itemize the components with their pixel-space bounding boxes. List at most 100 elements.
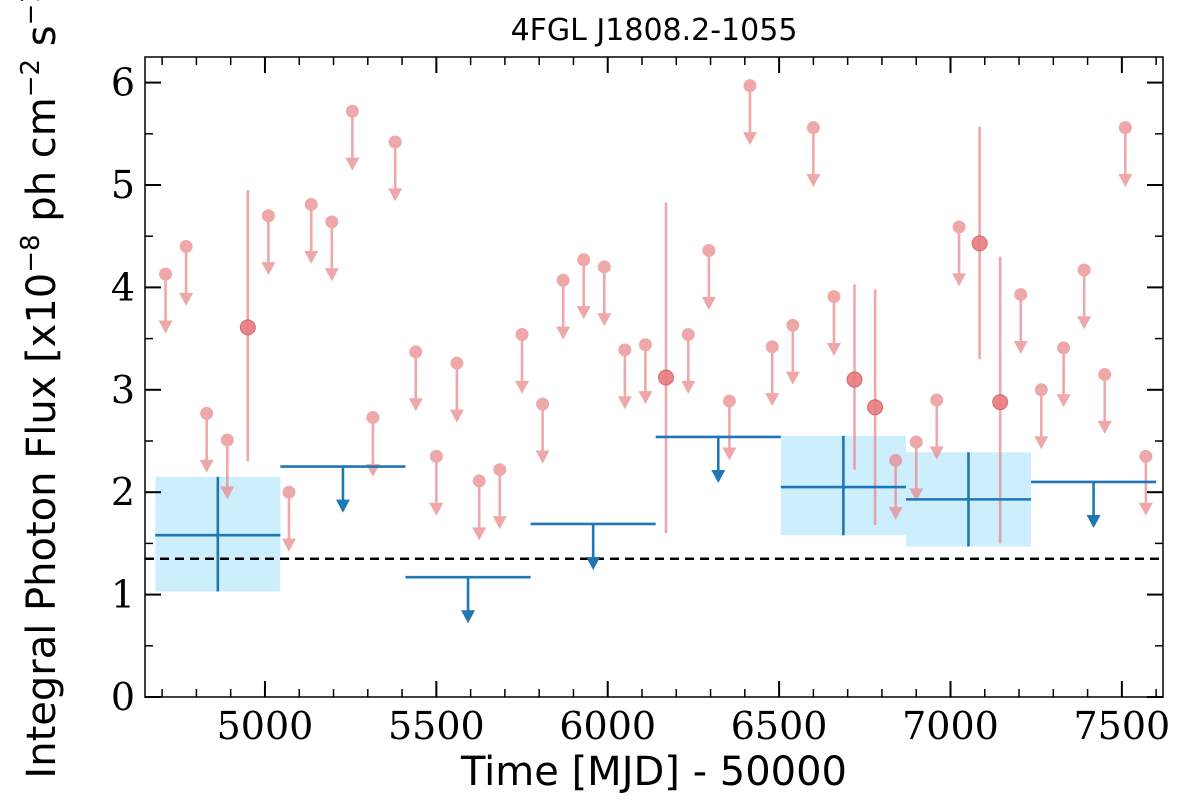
short-bin-arrow-head <box>1138 502 1153 516</box>
short-bin-upper-limit-17 <box>535 397 550 464</box>
short-bin-arrow-head <box>281 538 296 552</box>
short-bin-upper-limit-40 <box>1118 121 1133 188</box>
short-bin-arrow-head <box>1118 174 1133 188</box>
short-bin-detection-marker <box>657 369 674 386</box>
short-bin-marker <box>345 104 359 118</box>
long-bin-arrow-head <box>1086 515 1101 529</box>
short-bin-detection-marker <box>971 235 988 252</box>
short-bin-upper-limit-10 <box>388 135 403 202</box>
y-label-exp-3: −1 <box>16 0 46 25</box>
short-bin-upper-limit-37 <box>1056 341 1071 408</box>
short-bin-detection-marker <box>239 319 256 336</box>
short-bin-arrow-head <box>472 527 487 541</box>
short-bin-marker <box>1057 341 1071 355</box>
short-bin-marker <box>1077 263 1091 277</box>
long-bin-arrow-head <box>335 499 350 513</box>
short-bin-arrow-head <box>429 502 444 516</box>
short-bin-upper-limit-31 <box>888 453 903 520</box>
short-bin-upper-limit-34 <box>952 220 967 287</box>
short-bin-upper-limit-5 <box>281 485 296 552</box>
short-bin-marker <box>638 338 652 352</box>
short-bin-arrow-head <box>765 393 780 407</box>
short-bin-marker <box>597 260 611 274</box>
long-bin-upper-limit-0 <box>280 465 406 513</box>
short-bin-arrow-head <box>220 486 235 500</box>
short-bin-detection-3 <box>867 289 884 525</box>
short-bin-marker <box>472 474 486 488</box>
short-bin-marker <box>179 239 193 253</box>
short-bin-marker <box>282 485 296 499</box>
short-bin-arrow-head <box>1034 436 1049 450</box>
short-bin-upper-limit-8 <box>345 104 360 171</box>
short-bin-arrow-head <box>806 174 821 188</box>
short-bin-arrow-head <box>952 273 967 287</box>
short-bin-detection-marker <box>846 371 863 388</box>
long-bin-detection-1 <box>780 435 906 536</box>
short-bin-marker <box>1118 121 1132 135</box>
short-bin-upper-limit-36 <box>1034 383 1049 450</box>
short-bin-marker <box>827 290 841 304</box>
short-bin-arrow-head <box>261 262 276 276</box>
short-bin-marker <box>1014 288 1028 302</box>
short-bin-upper-limit-7 <box>324 215 339 282</box>
short-bin-arrow-head <box>179 292 194 306</box>
x-tick-label-5: 7500 <box>1074 704 1171 748</box>
short-bin-marker <box>930 393 944 407</box>
short-bin-upper-limit-29 <box>806 121 821 188</box>
short-bin-arrow-head <box>535 450 550 464</box>
long-bin-upper-limit-3 <box>655 435 781 483</box>
long-bin-detection-2 <box>905 452 1032 547</box>
short-bin-detection-5 <box>992 256 1009 544</box>
short-bin-marker <box>681 328 695 342</box>
y-tick-label-3: 3 <box>111 368 135 412</box>
short-bin-arrow-head <box>324 268 339 282</box>
short-bin-marker <box>325 215 339 229</box>
short-bin-arrow-head <box>826 343 841 357</box>
x-tick-label-1: 5500 <box>388 704 485 748</box>
y-label-part-3: s <box>19 25 65 59</box>
short-bin-upper-limit-25 <box>722 394 737 461</box>
short-bin-upper-limit-20 <box>597 260 612 327</box>
short-bin-marker <box>388 135 402 149</box>
chart-title: 4FGL J1808.2-1055 <box>511 13 798 48</box>
short-bin-upper-limit-16 <box>515 328 530 394</box>
short-bin-arrow-head <box>388 188 403 202</box>
short-bin-marker <box>450 356 464 370</box>
x-axis-label: Time [MJD] - 50000 <box>460 749 847 795</box>
plot-frame <box>144 56 1164 698</box>
short-bin-marker <box>493 463 507 477</box>
short-bin-marker <box>952 220 966 234</box>
short-bin-arrow-head <box>492 516 507 530</box>
x-tick-label-3: 6500 <box>731 704 828 748</box>
short-bin-marker <box>618 343 632 357</box>
short-bin-upper-limit-38 <box>1077 263 1092 330</box>
short-bin-upper-limit-39 <box>1097 367 1112 434</box>
short-bin-upper-limit-14 <box>472 474 487 541</box>
short-bin-arrow-head <box>1077 316 1092 330</box>
short-bin-upper-limit-0 <box>158 267 173 334</box>
short-bin-marker <box>765 340 779 354</box>
short-bin-detection-1 <box>657 202 674 534</box>
short-bin-marker <box>429 449 443 463</box>
y-label-part-1: Integral Photon Flux [x10 <box>19 273 65 779</box>
short-bin-arrow-head <box>158 320 173 334</box>
x-tick-label-2: 6000 <box>559 704 656 748</box>
short-bin-upper-limit-11 <box>408 345 423 412</box>
short-bin-arrow-head <box>304 250 319 264</box>
short-bin-upper-limit-23 <box>681 328 696 394</box>
short-bin-detection-marker <box>992 394 1009 411</box>
y-label-exp-2: −2 <box>16 59 46 97</box>
short-bin-marker <box>220 433 234 447</box>
short-bin-arrow-head <box>701 296 716 310</box>
short-bin-marker <box>556 273 570 287</box>
short-bin-arrow-head <box>556 326 571 340</box>
long-bin-arrow-head <box>461 610 476 624</box>
short-bin-marker <box>515 328 529 342</box>
short-bin-marker <box>786 318 800 332</box>
short-bin-upper-limit-21 <box>617 343 632 410</box>
short-bin-marker <box>722 394 736 408</box>
short-bin-arrow-head <box>909 488 924 502</box>
short-bin-detection-0 <box>239 190 256 462</box>
short-bin-detection-2 <box>846 284 863 470</box>
y-tick-label-4: 4 <box>111 265 135 309</box>
